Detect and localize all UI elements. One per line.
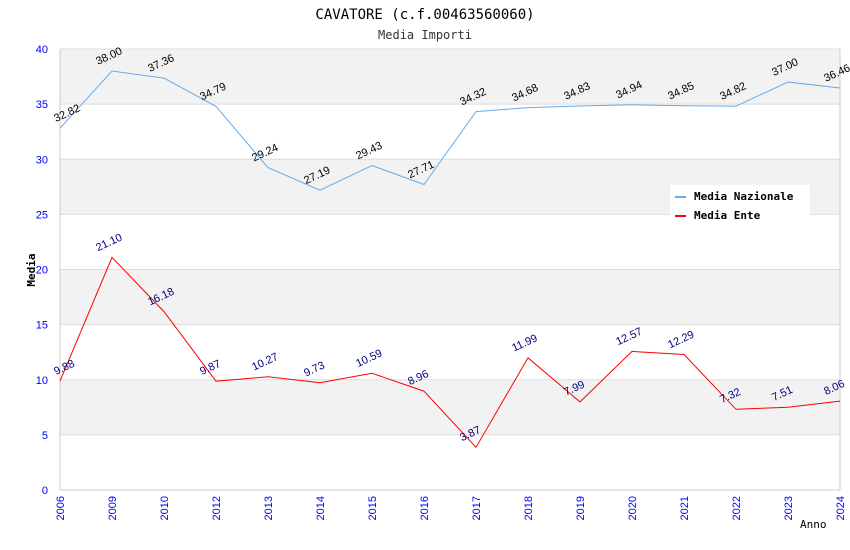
data-label: 21.10 — [94, 232, 124, 255]
x-tick-label: 2024 — [835, 496, 847, 520]
x-tick-label: 2009 — [107, 496, 119, 520]
x-tick-label: 2015 — [367, 496, 379, 520]
y-tick-label: 40 — [36, 44, 48, 56]
grid-band — [60, 269, 840, 325]
x-tick-label: 2012 — [211, 496, 223, 520]
y-tick-label: 25 — [36, 209, 48, 221]
y-tick-label: 5 — [42, 430, 48, 442]
data-label: 32.82 — [52, 102, 82, 125]
data-label: 12.57 — [614, 326, 644, 349]
data-label: 11.99 — [510, 332, 539, 354]
chart-title: CAVATORE (c.f.00463560060) — [315, 7, 534, 23]
x-tick-label: 2017 — [471, 496, 483, 520]
x-tick-label: 2016 — [419, 496, 431, 520]
y-tick-label: 15 — [36, 320, 48, 332]
x-axis-label: Anno — [800, 518, 827, 531]
x-tick-label: 2018 — [523, 496, 535, 520]
x-tick-label: 2014 — [315, 496, 327, 520]
y-tick-label: 10 — [36, 375, 48, 387]
series-line-ente — [59, 256, 841, 449]
data-label: 9.87 — [198, 358, 222, 378]
x-tick-label: 2010 — [159, 496, 171, 520]
x-tick-label: 2021 — [679, 496, 691, 520]
data-label: 10.59 — [354, 347, 384, 370]
data-label: 10.27 — [250, 351, 280, 374]
data-label: 12.29 — [666, 329, 696, 352]
y-tick-label: 30 — [36, 154, 48, 166]
legend-label-nazionale: Media Nazionale — [694, 190, 794, 203]
chart-subtitle: Media Importi — [378, 28, 472, 42]
grid-band — [60, 379, 840, 435]
y-axis-label: Media — [25, 253, 38, 286]
y-tick-label: 20 — [36, 265, 48, 277]
data-label: 9.88 — [52, 358, 76, 378]
x-tick-label: 2006 — [55, 496, 67, 520]
x-tick-label: 2013 — [263, 496, 275, 520]
y-tick-label: 35 — [36, 99, 48, 111]
x-tick-label: 2019 — [575, 496, 587, 520]
series-line-nazionale — [59, 70, 841, 191]
legend: Media Nazionale Media Ente — [670, 185, 810, 227]
grid-band — [60, 49, 840, 105]
x-tick-label: 2020 — [627, 496, 639, 520]
x-tick-label: 2022 — [731, 496, 743, 520]
data-label: 9.73 — [302, 360, 326, 380]
x-tick-label: 2023 — [783, 496, 795, 520]
y-tick-label: 0 — [42, 485, 48, 497]
legend-label-ente: Media Ente — [694, 209, 761, 222]
